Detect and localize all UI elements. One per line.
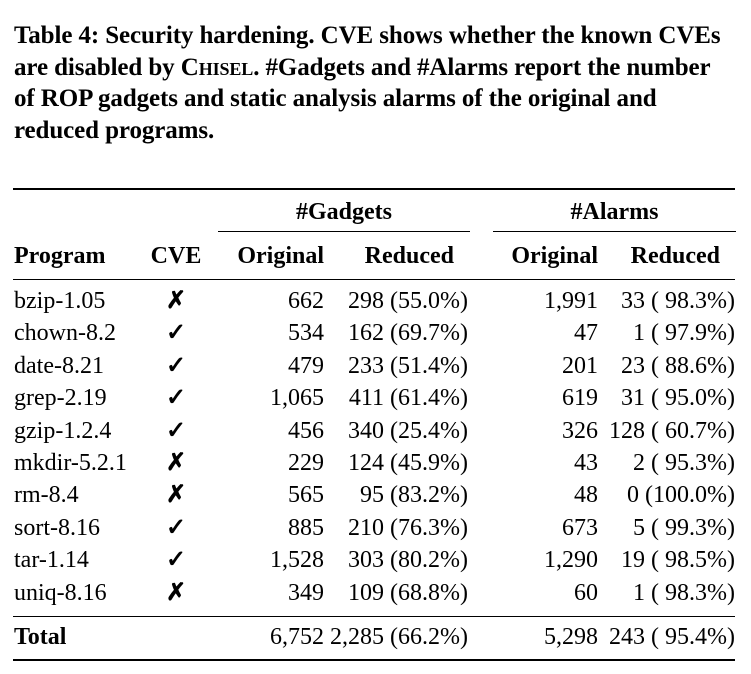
total-label: Total (14, 624, 67, 650)
cell-program: chown-8.2 (14, 320, 116, 347)
col-header-gadgets-reduced: Reduced (364, 243, 454, 269)
gadgets-group-rule (218, 231, 470, 232)
cell-gadgets-reduced: 162 (69.7%) (348, 320, 468, 347)
cell-cve: ✗ (165, 450, 187, 476)
cell-gadgets-reduced: 124 (45.9%) (348, 450, 468, 476)
cell-cve: ✓ (165, 547, 187, 574)
cell-alarms-original: 60 (574, 579, 598, 606)
cell-alarms-original: 43 (574, 450, 598, 476)
cell-program: mkdir-5.2.1 (14, 450, 127, 476)
cell-gadgets-original: 662 (288, 288, 324, 314)
cell-alarms-reduced: 31 ( 95.0%) (621, 385, 735, 412)
cell-alarms-original: 326 (562, 417, 598, 444)
cell-gadgets-original: 229 (288, 450, 324, 476)
cell-alarms-reduced: 33 ( 98.3%) (621, 288, 735, 314)
cell-alarms-original: 201 (562, 352, 598, 379)
cell-cve: ✓ (165, 385, 187, 412)
cell-gadgets-reduced: 109 (68.8%) (348, 579, 468, 606)
cell-cve: ✗ (165, 579, 187, 606)
col-header-gadgets-original: Original (237, 243, 324, 269)
col-header-cve: CVE (150, 243, 202, 269)
cell-gadgets-reduced: 298 (55.0%) (348, 288, 468, 314)
alarms-group-rule (493, 231, 736, 232)
cell-gadgets-original: 565 (288, 482, 324, 509)
cell-gadgets-reduced: 303 (80.2%) (348, 547, 468, 574)
cell-alarms-original: 673 (562, 514, 598, 541)
caption-tool-name: Chisel (180, 53, 254, 81)
cell-gadgets-original: 349 (288, 579, 324, 606)
group-header-alarms: #Alarms (570, 199, 659, 225)
cell-cve: ✓ (165, 320, 187, 347)
cell-program: date-8.21 (14, 352, 104, 379)
cell-cve: ✗ (165, 288, 187, 314)
total-alarms-reduced: 243 ( 95.4%) (609, 624, 735, 650)
total-alarms-original: 5,298 (544, 624, 598, 650)
cell-program: rm-8.4 (14, 482, 79, 509)
bottom-rule (13, 659, 735, 661)
cell-alarms-reduced: 2 ( 95.3%) (633, 450, 735, 476)
cell-gadgets-reduced: 340 (25.4%) (348, 417, 468, 444)
header-rule (13, 279, 735, 280)
col-header-alarms-original: Original (511, 243, 598, 269)
cell-alarms-reduced: 1 ( 98.3%) (633, 579, 735, 606)
cell-program: sort-8.16 (14, 514, 100, 541)
caption-rest: . #Gadgets and #Alarms report the number… (14, 53, 711, 144)
cell-gadgets-reduced: 95 (83.2%) (360, 482, 468, 509)
cell-alarms-reduced: 128 ( 60.7%) (609, 417, 735, 444)
col-header-alarms-reduced: Reduced (630, 243, 720, 269)
cell-alarms-reduced: 19 ( 98.5%) (621, 547, 735, 574)
cell-program: grep-2.19 (14, 385, 107, 412)
cell-cve: ✓ (165, 417, 187, 444)
cell-cve: ✗ (165, 482, 187, 509)
total-gadgets-reduced: 2,285 (66.2%) (330, 624, 468, 650)
cell-alarms-reduced: 23 ( 88.6%) (621, 352, 735, 379)
cell-gadgets-reduced: 233 (51.4%) (348, 352, 468, 379)
cell-gadgets-original: 479 (288, 352, 324, 379)
cell-cve: ✓ (165, 514, 187, 541)
cell-alarms-original: 619 (562, 385, 598, 412)
cell-gadgets-original: 1,528 (270, 547, 324, 574)
group-header-gadgets: #Gadgets (296, 199, 392, 225)
cell-alarms-original: 1,290 (544, 547, 598, 574)
cell-program: uniq-8.16 (14, 579, 107, 606)
cell-gadgets-original: 1,065 (270, 385, 324, 412)
cell-cve: ✓ (165, 352, 187, 379)
cell-gadgets-original: 885 (288, 514, 324, 541)
cell-program: bzip-1.05 (14, 288, 106, 314)
cell-gadgets-original: 456 (288, 417, 324, 444)
cell-alarms-reduced: 1 ( 97.9%) (633, 320, 735, 347)
cell-gadgets-reduced: 210 (76.3%) (348, 514, 468, 541)
top-rule (13, 188, 735, 190)
total-gadgets-original: 6,752 (270, 624, 324, 650)
total-rule (13, 616, 735, 617)
cell-alarms-original: 47 (574, 320, 598, 347)
cell-alarms-original: 1,991 (544, 288, 598, 314)
cell-program: gzip-1.2.4 (14, 417, 112, 444)
table-caption: Table 4: Security hardening. CVE shows w… (14, 20, 736, 146)
cell-program: tar-1.14 (14, 547, 89, 574)
cell-alarms-reduced: 5 ( 99.3%) (633, 514, 735, 541)
col-header-program: Program (14, 243, 106, 269)
cell-gadgets-reduced: 411 (61.4%) (348, 385, 468, 412)
cell-alarms-original: 48 (574, 482, 598, 509)
caption-label: Table 4: Security hardening. CVE shows w… (14, 22, 721, 81)
cell-gadgets-original: 534 (288, 320, 324, 347)
cell-alarms-reduced: 0 (100.0%) (627, 482, 735, 509)
